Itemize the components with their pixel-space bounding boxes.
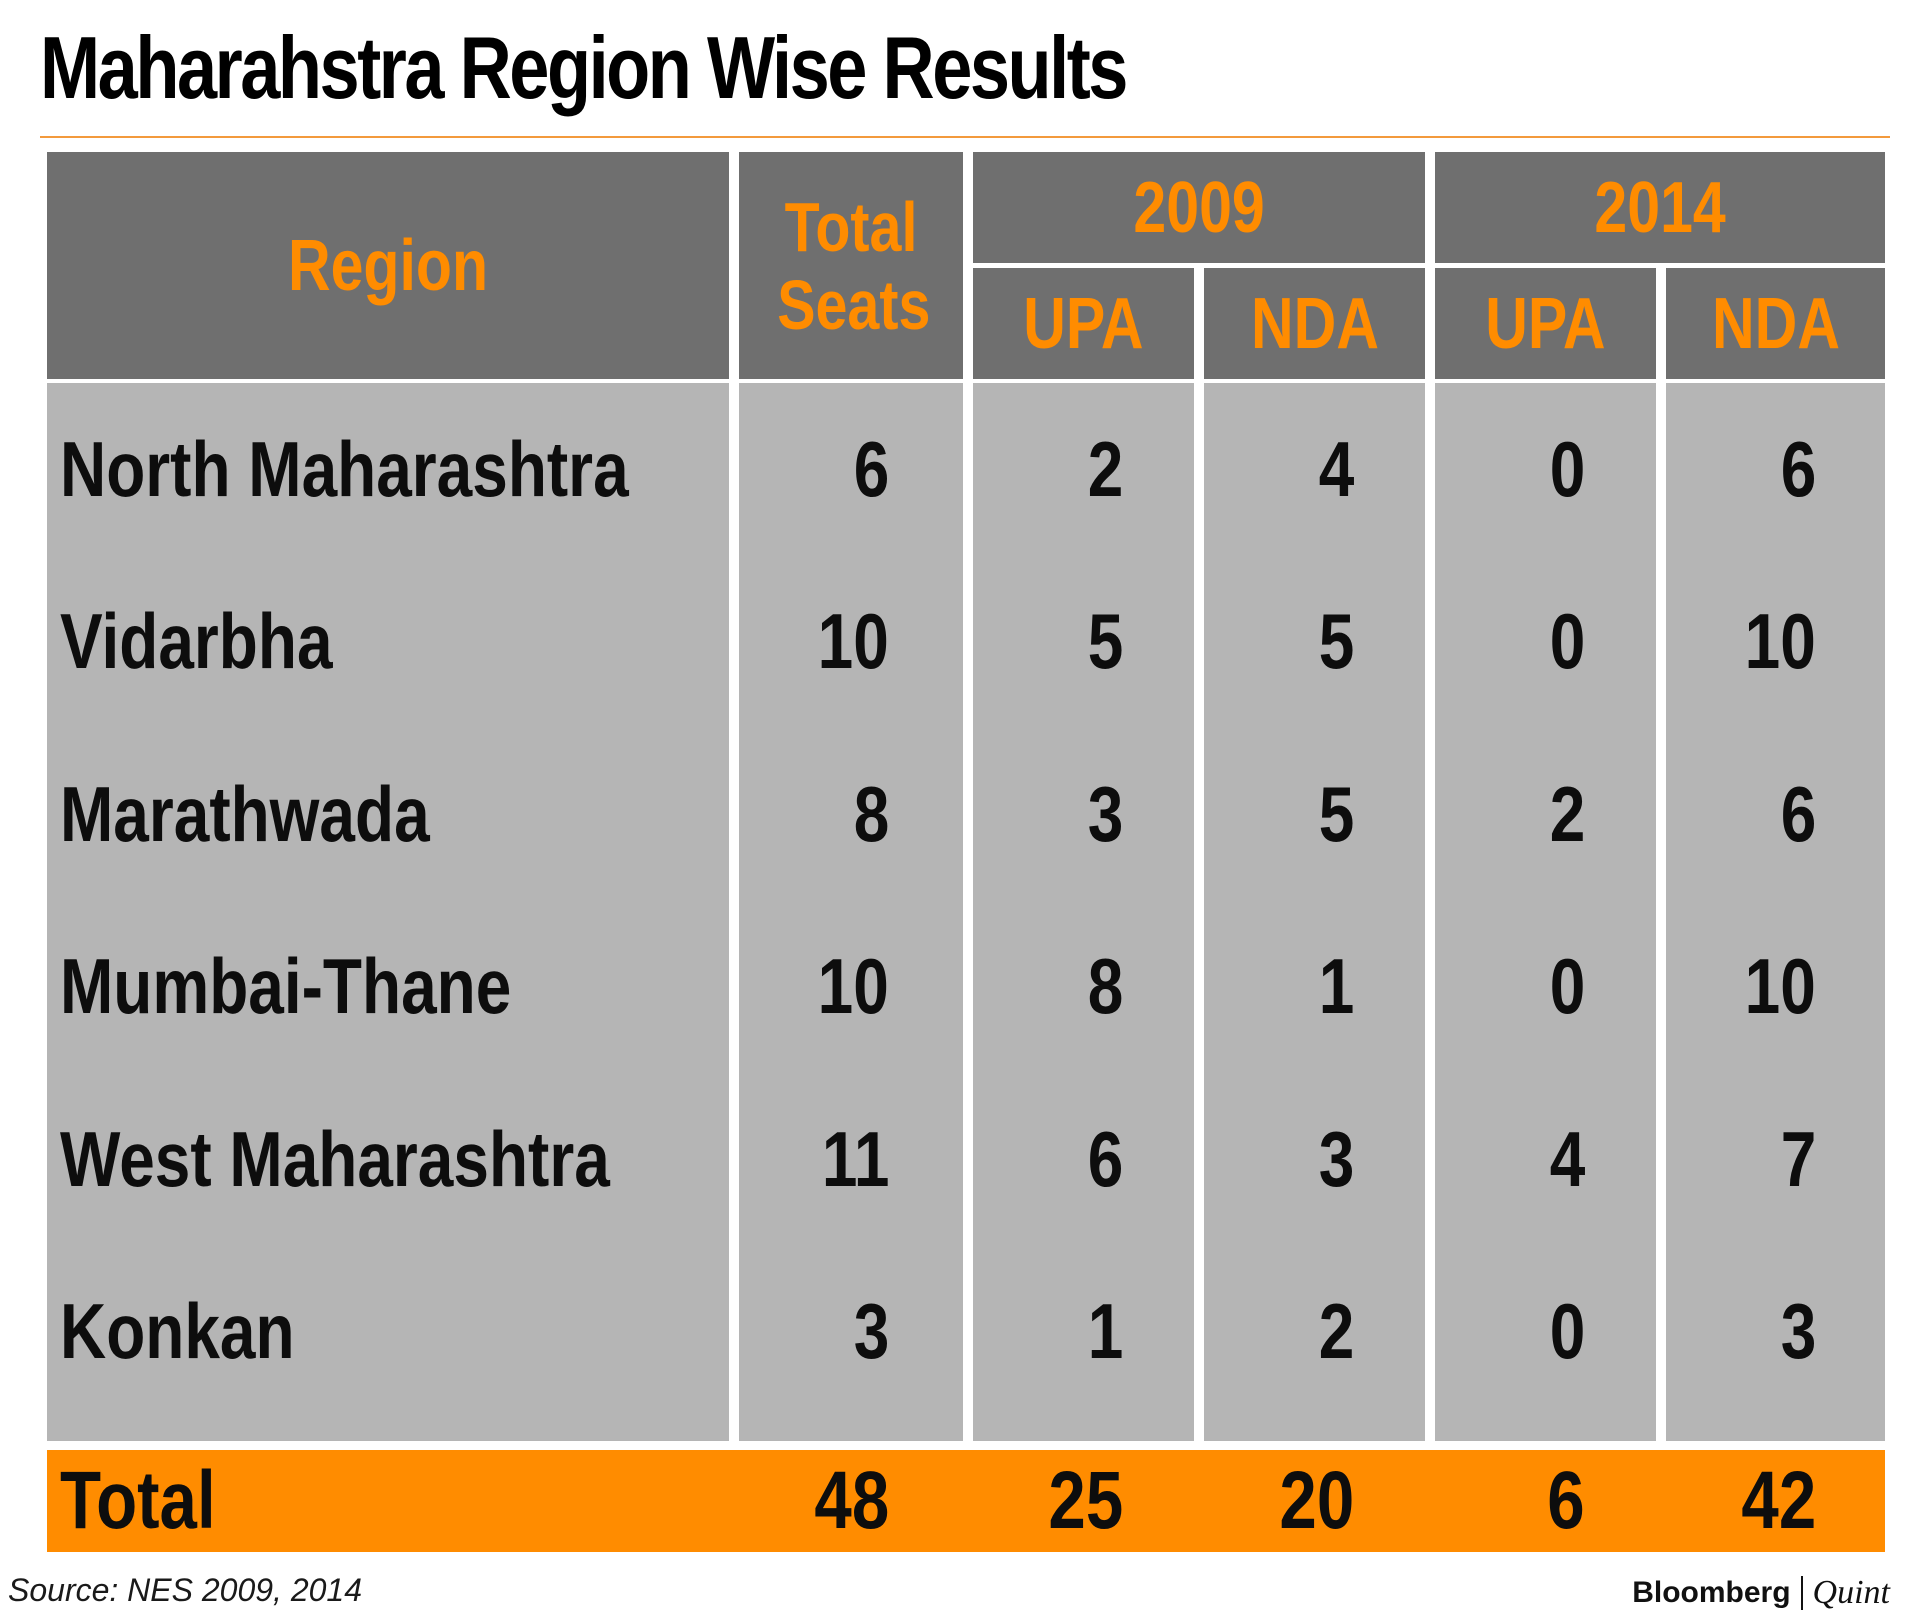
brand-separator (1800, 1576, 1803, 1610)
cell-region: Mumbai-Thane (60, 942, 512, 1031)
cell-nda-2014: 3 (1780, 1287, 1816, 1376)
cell-nda-2009: 4 (1318, 424, 1354, 513)
cell-region: West Maharashtra (60, 1114, 610, 1203)
cell-nda-2009: 2 (1318, 1287, 1354, 1376)
cell-region: Konkan (60, 1287, 295, 1376)
total-nda-2009: 20 (1279, 1455, 1354, 1546)
brand-bloomberg: Bloomberg (1632, 1576, 1791, 1609)
cell-upa-2009: 8 (1087, 942, 1123, 1031)
total-label: Total (60, 1455, 216, 1546)
cell-upa-2014: 4 (1549, 1114, 1585, 1203)
title-divider (40, 136, 1890, 138)
total-row (47, 1450, 1885, 1552)
total-nda-2014: 42 (1741, 1455, 1816, 1546)
cell-upa-2009: 2 (1087, 424, 1123, 513)
cell-nda-2009: 1 (1318, 942, 1354, 1031)
header-2014: 2014 (1435, 152, 1885, 263)
cell-upa-2014: 0 (1549, 424, 1585, 513)
brand-quint: Quint (1812, 1574, 1890, 1611)
cell-nda-2009: 5 (1318, 597, 1354, 686)
cell-upa-2009: 6 (1087, 1114, 1123, 1203)
header-upa-2014: UPA (1435, 268, 1656, 379)
header-nda-2009: NDA (1204, 268, 1425, 379)
header-nda-2014: NDA (1666, 268, 1885, 379)
cell-nda-2014: 10 (1744, 597, 1816, 686)
cell-upa-2009: 3 (1087, 769, 1123, 858)
source-note: Source: NES 2009, 2014 (8, 1572, 363, 1608)
cell-nda-2014: 7 (1780, 1114, 1816, 1203)
body-col-upa-2014 (1435, 383, 1656, 1441)
cell-region: Vidarbha (60, 597, 333, 686)
cell-upa-2014: 0 (1549, 942, 1585, 1031)
cell-total-seats: 8 (853, 769, 889, 858)
header-region: Region (47, 152, 729, 379)
header-total-seats: Total Seats (739, 152, 963, 379)
cell-total-seats: 11 (821, 1114, 889, 1203)
cell-nda-2009: 5 (1318, 769, 1354, 858)
cell-total-seats: 10 (817, 942, 889, 1031)
cell-nda-2014: 6 (1780, 769, 1816, 858)
cell-upa-2014: 0 (1549, 1287, 1585, 1376)
cell-upa-2014: 2 (1549, 769, 1585, 858)
cell-total-seats: 6 (853, 424, 889, 513)
cell-upa-2014: 0 (1549, 597, 1585, 686)
cell-total-seats: 10 (817, 597, 889, 686)
body-col-nda-2014 (1666, 383, 1885, 1441)
body-col-nda-2009 (1204, 383, 1425, 1441)
cell-nda-2014: 10 (1744, 942, 1816, 1031)
brand-logo: Bloomberg Quint (1632, 1574, 1890, 1612)
cell-total-seats: 3 (853, 1287, 889, 1376)
cell-region: North Maharashtra (60, 424, 629, 513)
body-col-region (47, 383, 729, 1441)
body-col-total (739, 383, 963, 1441)
total-upa-2009: 25 (1048, 1455, 1123, 1546)
total-upa-2014: 6 (1547, 1455, 1585, 1546)
header-2009: 2009 (973, 152, 1425, 263)
cell-region: Marathwada (60, 769, 430, 858)
cell-upa-2009: 1 (1087, 1287, 1123, 1376)
cell-nda-2009: 3 (1318, 1114, 1354, 1203)
header-upa-2009: UPA (973, 268, 1194, 379)
total-seats-value: 48 (814, 1455, 889, 1546)
body-col-upa-2009 (973, 383, 1194, 1441)
cell-upa-2009: 5 (1087, 597, 1123, 686)
chart-title: Maharahstra Region Wise Results (40, 18, 1128, 117)
cell-nda-2014: 6 (1780, 424, 1816, 513)
